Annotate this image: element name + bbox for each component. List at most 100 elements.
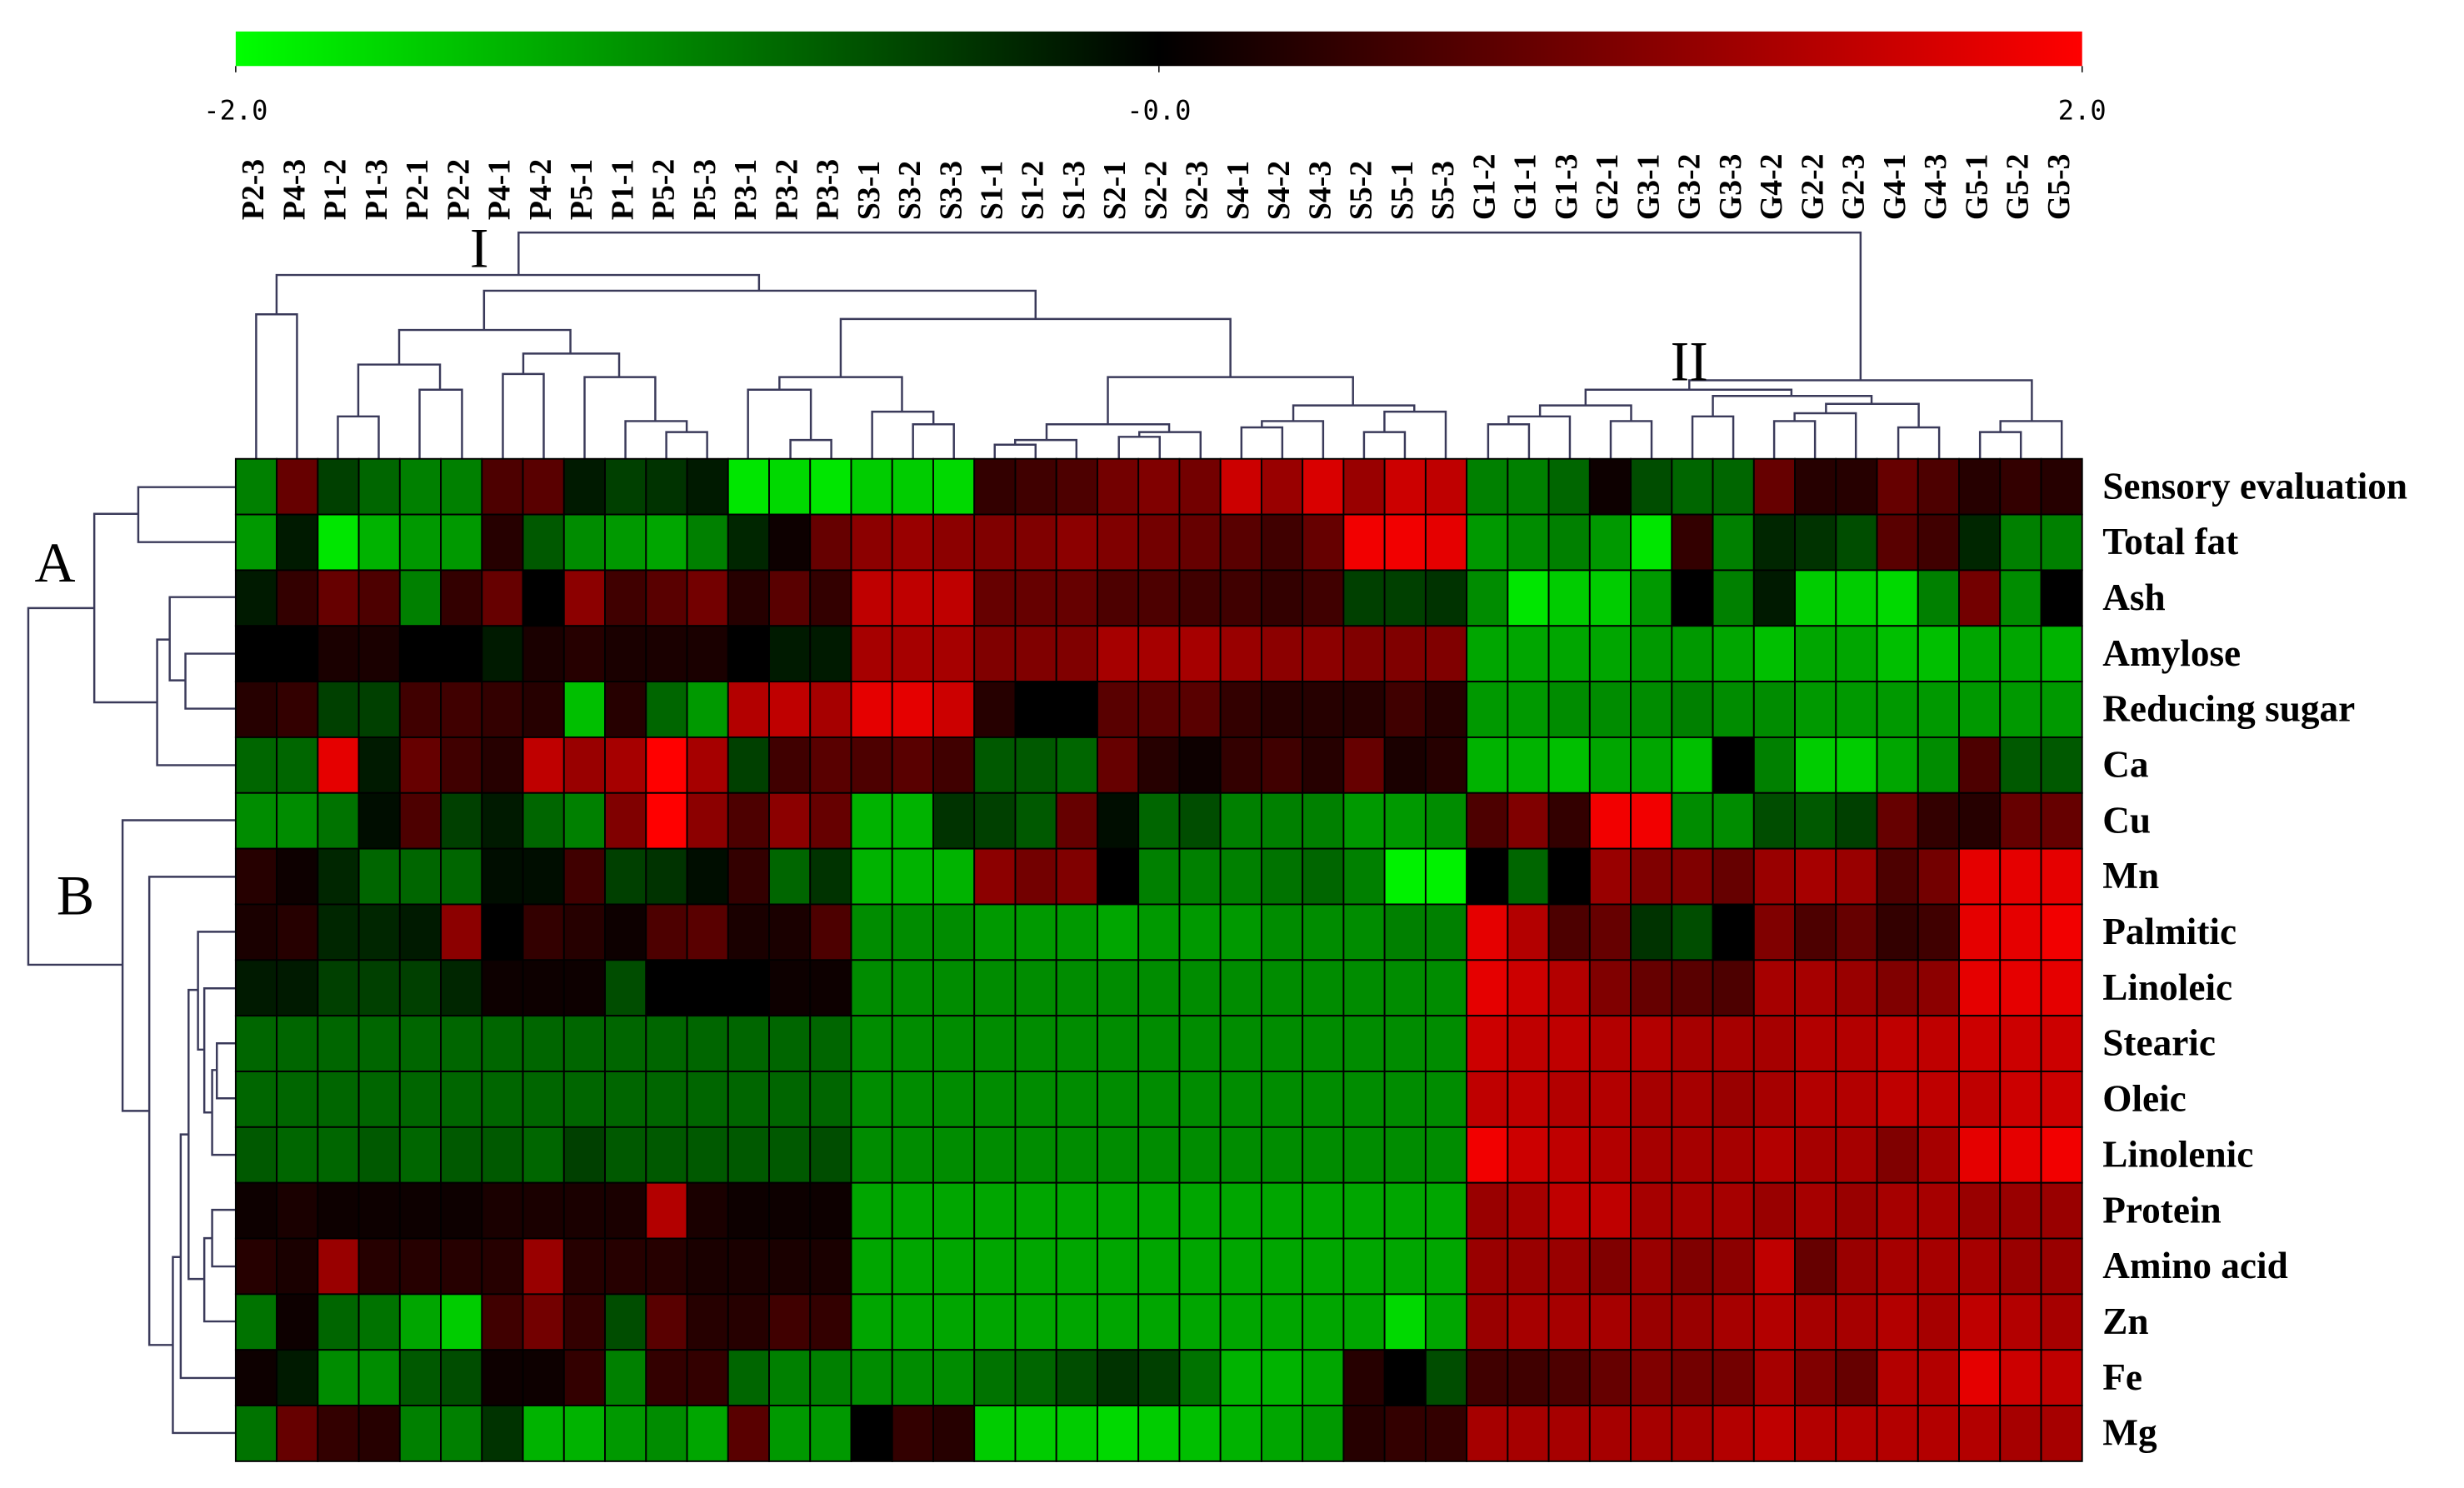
row-label: Total fat: [2102, 521, 2238, 562]
heatmap-cell: [1260, 1237, 1304, 1296]
heatmap-cell: [1835, 1349, 1878, 1406]
heatmap-cell: [1137, 791, 1181, 850]
heatmap-cell: [1097, 1405, 1140, 1462]
heatmap-cell: [1342, 736, 1386, 794]
heatmap-cell: [1917, 847, 1960, 906]
heatmap-cell: [1260, 625, 1304, 683]
heatmap-cell: [1424, 569, 1468, 627]
heatmap-cell: [1260, 1015, 1304, 1072]
heatmap-cell: [1219, 1293, 1262, 1351]
heatmap-cell: [1260, 1349, 1304, 1406]
heatmap-cell: [809, 791, 852, 850]
heatmap-cell: [1671, 959, 1714, 1017]
heatmap-cell: [1342, 1015, 1386, 1072]
heatmap-cell: [1507, 736, 1550, 794]
heatmap-cell: [727, 569, 770, 627]
heatmap-cell: [932, 513, 976, 572]
heatmap-cell: [1630, 791, 1673, 850]
heatmap-cell: [1097, 625, 1140, 683]
heatmap-cell: [276, 1349, 319, 1406]
heatmap-cell: [1507, 1181, 1550, 1240]
column-dendrogram: [255, 231, 2063, 459]
heatmap-cell: [850, 625, 893, 683]
heatmap-cell: [317, 1237, 360, 1296]
heatmap-cell: [522, 847, 565, 906]
heatmap-cell: [809, 681, 852, 738]
heatmap-cell: [1999, 847, 2042, 906]
heatmap-cell: [234, 847, 278, 906]
heatmap-cell: [1712, 681, 1755, 738]
heatmap-cell: [276, 959, 319, 1017]
heatmap-cell: [234, 736, 278, 794]
heatmap-cell: [1219, 457, 1262, 516]
heatmap-cell: [1794, 457, 1837, 516]
heatmap-cell: [1917, 1071, 1960, 1128]
heatmap-cell: [1424, 681, 1468, 738]
heatmap-cell: [522, 959, 565, 1017]
heatmap-cell: [1507, 1293, 1550, 1351]
column-label: P1-1: [605, 159, 640, 220]
heatmap-cell: [1712, 1071, 1755, 1128]
heatmap-cell: [1794, 1015, 1837, 1072]
heatmap-cell: [1507, 959, 1550, 1017]
heatmap-cell: [440, 1015, 483, 1072]
heatmap-cell: [1999, 1349, 2042, 1406]
heatmap-cell: [2040, 1405, 2083, 1462]
heatmap-cell: [1835, 736, 1878, 794]
heatmap-cell: [1794, 959, 1837, 1017]
heatmap-cell: [1876, 625, 1919, 683]
heatmap-cell: [686, 1181, 729, 1240]
heatmap-cell: [1630, 1015, 1673, 1072]
heatmap-cell: [973, 847, 1017, 906]
heatmap-cell: [1835, 1126, 1878, 1184]
heatmap-cell: [1466, 791, 1509, 850]
heatmap-cell: [645, 1293, 688, 1351]
heatmap-cell: [850, 457, 893, 516]
heatmap-cell: [1671, 457, 1714, 516]
column-label: P5-3: [687, 159, 722, 220]
heatmap-cell: [562, 847, 606, 906]
heatmap-cell: [604, 513, 647, 572]
heatmap-cell: [1630, 457, 1673, 516]
heatmap-cell: [398, 1181, 442, 1240]
heatmap-cell: [809, 457, 852, 516]
heatmap-cell: [604, 625, 647, 683]
heatmap-cell: [809, 513, 852, 572]
heatmap-cell: [398, 457, 442, 516]
heatmap-cell: [1260, 1181, 1304, 1240]
heatmap-cell: [645, 736, 688, 794]
heatmap-cell: [850, 847, 893, 906]
heatmap-cell: [1712, 1349, 1755, 1406]
row-label: Linolenic: [2102, 1133, 2253, 1175]
heatmap-cell: [522, 569, 565, 627]
heatmap-cell: [1876, 903, 1919, 961]
heatmap-cell: [1752, 791, 1796, 850]
heatmap-cell: [1466, 681, 1509, 738]
heatmap-cell: [562, 1237, 606, 1296]
heatmap-cell: [932, 959, 976, 1017]
heatmap-cell: [2040, 457, 2083, 516]
heatmap-cell: [686, 457, 729, 516]
heatmap-cell: [1588, 457, 1632, 516]
heatmap-cell: [1055, 457, 1098, 516]
heatmap-cell: [1712, 847, 1755, 906]
heatmap-cell: [727, 1181, 770, 1240]
heatmap-cell: [891, 1071, 934, 1128]
heatmap-cell: [1342, 847, 1386, 906]
heatmap-cell: [1752, 1181, 1796, 1240]
heatmap-cell: [932, 791, 976, 850]
heatmap-cell: [1302, 1349, 1345, 1406]
heatmap-cell: [645, 513, 688, 572]
heatmap-cell: [357, 903, 401, 961]
heatmap-cell: [1302, 1237, 1345, 1296]
heatmap-cell: [398, 903, 442, 961]
heatmap-cell: [1178, 847, 1222, 906]
heatmap-cell: [234, 1126, 278, 1184]
heatmap-cell: [1999, 1181, 2042, 1240]
heatmap-cell: [850, 681, 893, 738]
column-label: G1-1: [1508, 153, 1543, 220]
heatmap-cell: [2040, 513, 2083, 572]
heatmap-cell: [645, 1015, 688, 1072]
heatmap-cell: [1014, 791, 1057, 850]
heatmap-cell: [645, 1405, 688, 1462]
